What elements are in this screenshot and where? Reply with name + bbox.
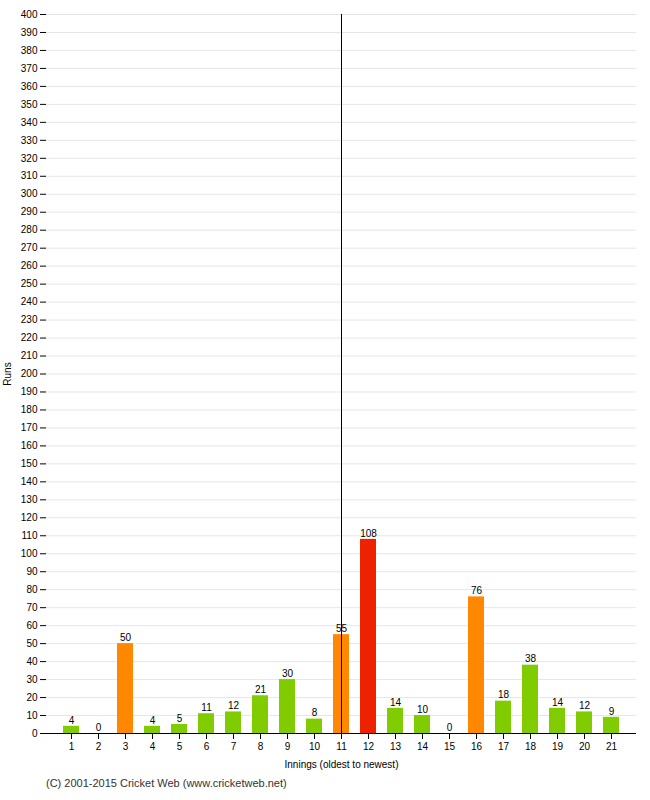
svg-text:15: 15	[444, 741, 456, 752]
svg-text:160: 160	[21, 440, 38, 451]
svg-text:370: 370	[21, 63, 38, 74]
svg-text:8: 8	[258, 741, 264, 752]
svg-text:220: 220	[21, 332, 38, 343]
svg-text:60: 60	[26, 620, 38, 631]
svg-text:10: 10	[26, 710, 38, 721]
svg-text:19: 19	[552, 741, 564, 752]
svg-text:14: 14	[552, 697, 564, 708]
svg-text:0: 0	[32, 728, 38, 739]
svg-text:280: 280	[21, 224, 38, 235]
svg-text:14: 14	[390, 697, 402, 708]
svg-text:38: 38	[525, 653, 537, 664]
svg-text:76: 76	[471, 585, 483, 596]
svg-text:270: 270	[21, 242, 38, 253]
svg-text:80: 80	[26, 584, 38, 595]
svg-text:21: 21	[606, 741, 618, 752]
svg-text:14: 14	[417, 741, 429, 752]
svg-text:0: 0	[96, 722, 102, 733]
svg-text:9: 9	[609, 706, 615, 717]
svg-text:5: 5	[177, 713, 183, 724]
svg-text:290: 290	[21, 206, 38, 217]
svg-text:120: 120	[21, 512, 38, 523]
svg-text:100: 100	[21, 548, 38, 559]
svg-text:90: 90	[26, 566, 38, 577]
svg-text:390: 390	[21, 27, 38, 38]
svg-text:8: 8	[312, 707, 318, 718]
svg-text:0: 0	[447, 722, 453, 733]
svg-text:12: 12	[579, 700, 591, 711]
svg-text:5: 5	[177, 741, 183, 752]
svg-text:400: 400	[21, 9, 38, 20]
svg-text:350: 350	[21, 99, 38, 110]
svg-text:130: 130	[21, 494, 38, 505]
svg-text:30: 30	[26, 674, 38, 685]
svg-text:330: 330	[21, 135, 38, 146]
svg-text:12: 12	[363, 741, 375, 752]
svg-text:110: 110	[22, 530, 38, 541]
html-text:(C) 2001-2015 Cricket Web (www: (C) 2001-2015 Cricket Web (www.cricketwe…	[46, 777, 287, 789]
svg-text:180: 180	[21, 404, 38, 415]
svg-text:260: 260	[21, 260, 38, 271]
svg-text:16: 16	[471, 741, 483, 752]
svg-text:10: 10	[417, 704, 429, 715]
svg-text:20: 20	[579, 741, 591, 752]
svg-text:4: 4	[69, 715, 75, 726]
svg-text:310: 310	[21, 170, 38, 181]
svg-text:10: 10	[309, 741, 321, 752]
svg-text:11: 11	[336, 741, 347, 752]
svg-text:150: 150	[21, 458, 38, 469]
svg-text:17: 17	[498, 741, 510, 752]
svg-text:200: 200	[21, 368, 38, 379]
svg-text:21: 21	[255, 684, 267, 695]
svg-text:340: 340	[21, 117, 38, 128]
svg-text:30: 30	[282, 668, 294, 679]
svg-text:250: 250	[21, 278, 38, 289]
svg-text:18: 18	[525, 741, 537, 752]
svg-text:9: 9	[285, 741, 291, 752]
svg-text:1: 1	[69, 741, 75, 752]
svg-text:140: 140	[21, 476, 38, 487]
svg-text:2: 2	[96, 741, 102, 752]
svg-text:6: 6	[204, 741, 210, 752]
svg-text:12: 12	[228, 700, 240, 711]
svg-text:40: 40	[26, 656, 38, 667]
svg-text:210: 210	[21, 350, 38, 361]
svg-text:55: 55	[335, 622, 348, 634]
svg-text:230: 230	[21, 314, 38, 325]
svg-text:190: 190	[21, 386, 38, 397]
svg-text:3: 3	[123, 741, 129, 752]
svg-text:170: 170	[21, 422, 38, 433]
svg-text:50: 50	[26, 638, 38, 649]
svg-text:360: 360	[21, 81, 38, 92]
svg-text:320: 320	[21, 153, 38, 164]
svg-text:18: 18	[498, 689, 510, 700]
svg-text:20: 20	[26, 692, 38, 703]
svg-text:Innings (oldest to newest): Innings (oldest to newest)	[285, 759, 399, 770]
svg-text:70: 70	[26, 602, 38, 613]
svg-text:300: 300	[21, 188, 38, 199]
svg-text:Runs: Runs	[2, 362, 13, 385]
svg-text:7: 7	[231, 741, 237, 752]
svg-text:380: 380	[21, 45, 38, 56]
svg-text:13: 13	[390, 741, 402, 752]
svg-text:50: 50	[120, 632, 132, 643]
svg-text:108: 108	[360, 528, 377, 539]
svg-text:240: 240	[21, 296, 38, 307]
svg-text:4: 4	[150, 715, 156, 726]
svg-text:11: 11	[201, 702, 212, 713]
svg-text:4: 4	[150, 741, 156, 752]
